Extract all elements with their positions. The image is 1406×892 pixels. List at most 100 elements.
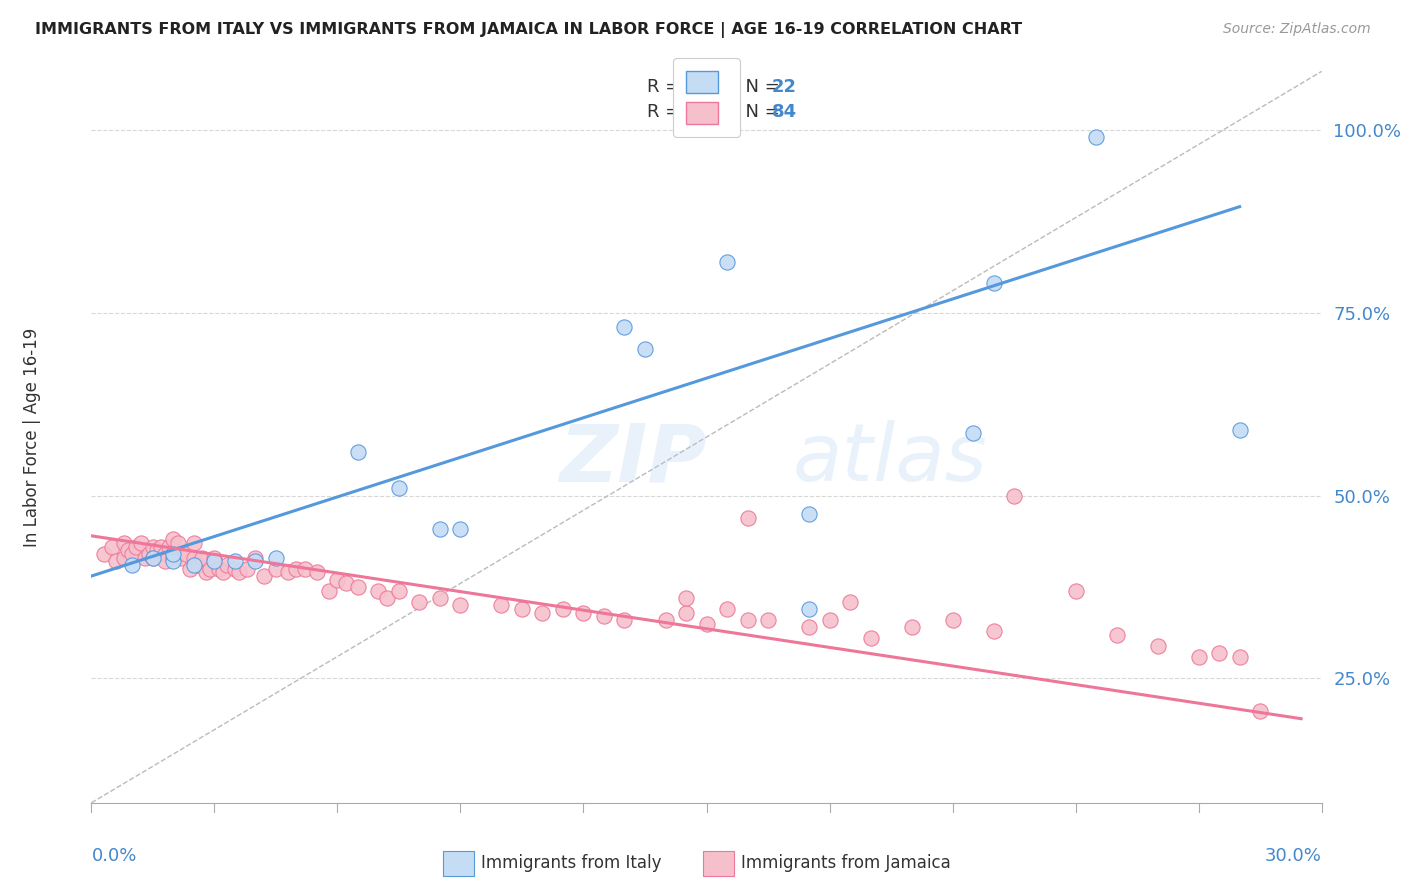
Text: Source: ZipAtlas.com: Source: ZipAtlas.com: [1223, 22, 1371, 37]
Point: [162, 547, 184, 561]
Point: [129, 536, 152, 550]
Point: [174, 547, 197, 561]
Point: [121, 547, 143, 561]
Point: [859, 632, 882, 646]
Text: N =: N =: [734, 78, 785, 96]
Point: [335, 576, 357, 591]
Point: [449, 521, 471, 535]
Text: In Labor Force | Age 16-19: In Labor Force | Age 16-19: [24, 327, 41, 547]
Point: [491, 599, 513, 613]
Point: [408, 595, 430, 609]
Text: ZIP: ZIP: [558, 420, 706, 498]
Point: [1229, 649, 1251, 664]
Point: [326, 573, 349, 587]
Point: [531, 606, 554, 620]
Point: [1105, 627, 1128, 641]
Point: [157, 540, 180, 554]
Point: [138, 547, 160, 561]
Point: [318, 583, 340, 598]
Point: [112, 550, 135, 565]
Point: [839, 595, 862, 609]
Point: [756, 613, 779, 627]
Point: [285, 562, 308, 576]
Point: [388, 583, 411, 598]
Point: [183, 536, 205, 550]
Point: [962, 426, 984, 441]
Point: [675, 591, 697, 605]
Text: 30.0%: 30.0%: [1265, 847, 1322, 864]
Point: [166, 536, 188, 550]
Text: R =: R =: [647, 78, 686, 96]
Point: [654, 613, 676, 627]
Point: [1085, 130, 1108, 145]
Point: [142, 550, 165, 565]
Point: [716, 254, 738, 268]
Point: [187, 558, 209, 573]
Point: [228, 566, 250, 580]
Point: [142, 540, 165, 554]
Point: [183, 558, 205, 573]
Point: [264, 550, 287, 565]
Legend: , : ,: [673, 59, 740, 136]
Point: [983, 624, 1005, 638]
Point: [112, 536, 135, 550]
Point: [245, 550, 267, 565]
Text: 22: 22: [772, 78, 797, 96]
Text: IMMIGRANTS FROM ITALY VS IMMIGRANTS FROM JAMAICA IN LABOR FORCE | AGE 16-19 CORR: IMMIGRANTS FROM ITALY VS IMMIGRANTS FROM…: [35, 22, 1022, 38]
Point: [429, 521, 451, 535]
Point: [797, 620, 820, 634]
Point: [797, 507, 820, 521]
Text: atlas: atlas: [793, 420, 987, 498]
Point: [1146, 639, 1168, 653]
Point: [211, 566, 233, 580]
Point: [134, 550, 156, 565]
Point: [305, 566, 328, 580]
Point: [224, 554, 246, 568]
Point: [277, 566, 299, 580]
Point: [675, 606, 697, 620]
Point: [191, 550, 214, 565]
Point: [121, 558, 143, 573]
Point: [367, 583, 389, 598]
Point: [797, 602, 820, 616]
Text: -0.419: -0.419: [676, 103, 741, 120]
Point: [117, 543, 139, 558]
Point: [695, 616, 717, 631]
Point: [142, 550, 165, 565]
Point: [449, 599, 471, 613]
Point: [375, 591, 398, 605]
Point: [551, 602, 574, 616]
Point: [634, 343, 657, 357]
Point: [510, 602, 533, 616]
Point: [264, 562, 287, 576]
Point: [105, 554, 127, 568]
Point: [593, 609, 616, 624]
Point: [215, 558, 238, 573]
Point: [150, 540, 173, 554]
Text: N =: N =: [734, 103, 785, 120]
Point: [737, 613, 759, 627]
Point: [429, 591, 451, 605]
Point: [1229, 423, 1251, 437]
Point: [347, 580, 370, 594]
Point: [236, 562, 259, 576]
Point: [162, 533, 184, 547]
Point: [1187, 649, 1209, 664]
Point: [294, 562, 316, 576]
Point: [818, 613, 841, 627]
Text: 0.460: 0.460: [678, 78, 735, 96]
Point: [1002, 489, 1025, 503]
Point: [613, 613, 636, 627]
Point: [983, 277, 1005, 291]
Point: [162, 554, 184, 568]
Point: [572, 606, 595, 620]
Point: [716, 602, 738, 616]
Point: [900, 620, 922, 634]
Point: [146, 543, 169, 558]
Point: [388, 481, 411, 495]
Point: [162, 550, 184, 565]
Point: [1064, 583, 1087, 598]
Point: [207, 562, 229, 576]
Point: [153, 547, 177, 561]
Text: Immigrants from Italy: Immigrants from Italy: [481, 855, 661, 872]
